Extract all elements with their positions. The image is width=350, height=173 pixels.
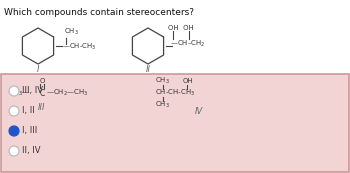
Text: —CH-CH$_3$: —CH-CH$_3$ [62, 42, 97, 52]
Text: Which compounds contain stereocenters?: Which compounds contain stereocenters? [4, 8, 194, 17]
Text: I, II: I, II [22, 107, 35, 116]
Text: III, IV: III, IV [22, 86, 43, 95]
FancyBboxPatch shape [1, 74, 349, 172]
Text: —CH–CH$_2$: —CH–CH$_2$ [170, 39, 205, 49]
Text: —CH$_2$—CH$_3$: —CH$_2$—CH$_3$ [46, 88, 89, 98]
Text: I, III: I, III [22, 126, 37, 135]
Text: CH$_3$—: CH$_3$— [8, 88, 30, 98]
Circle shape [9, 146, 19, 156]
Text: II: II [146, 65, 150, 74]
Text: IV: IV [195, 107, 203, 116]
Text: CH-CH-CH$_3$: CH-CH-CH$_3$ [155, 88, 195, 98]
Text: C: C [39, 89, 45, 98]
Text: CH$_3$: CH$_3$ [155, 76, 170, 86]
Text: CH$_3$: CH$_3$ [64, 27, 79, 37]
Text: III: III [38, 102, 46, 112]
Circle shape [9, 106, 19, 116]
Text: CH$_3$: CH$_3$ [155, 100, 170, 110]
Text: OH  OH: OH OH [168, 25, 194, 31]
Text: O: O [39, 78, 45, 84]
Circle shape [9, 86, 19, 96]
Text: OH: OH [183, 78, 194, 84]
Circle shape [9, 126, 19, 136]
Text: I: I [37, 65, 39, 74]
Text: II, IV: II, IV [22, 147, 41, 156]
